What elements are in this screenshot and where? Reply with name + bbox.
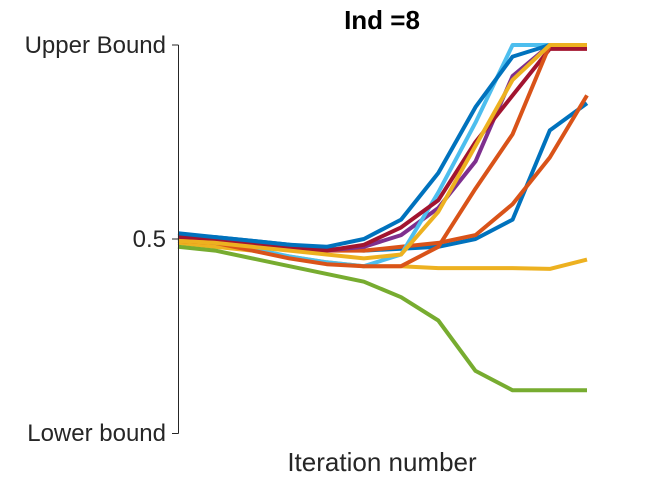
series-layer [177, 43, 589, 393]
x-axis-label: Iteration number [287, 447, 477, 477]
y-tick-label-2: 0.5 [133, 226, 166, 253]
y-tick-label-1: Upper Bound [25, 32, 166, 59]
series-line-7 [177, 46, 587, 253]
y-axis-line [172, 44, 179, 434]
y-tick-label-3: Lower bound [27, 420, 166, 447]
series-line-4 [177, 43, 587, 253]
series-line-8 [177, 43, 587, 249]
chart-title: Ind =8 [344, 5, 420, 35]
y-tick-labels: Upper Bound 0.5 Lower bound [25, 32, 166, 447]
series-line-9 [177, 43, 587, 269]
series-line-5 [177, 244, 587, 393]
series-line-10 [177, 43, 587, 261]
